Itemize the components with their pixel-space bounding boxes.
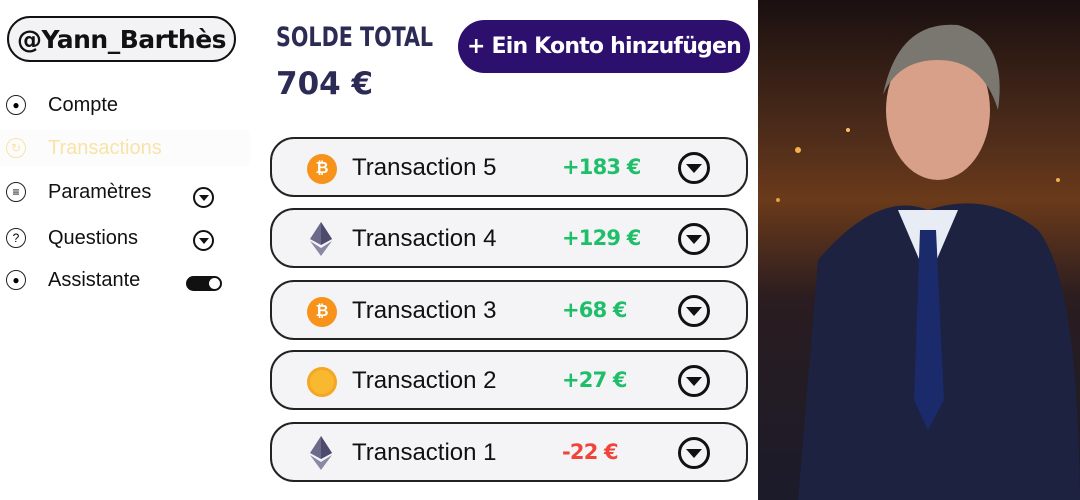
bitcoin-icon: ₿ <box>307 154 337 184</box>
expand-chevron-icon[interactable] <box>678 152 710 184</box>
sidebar-item-questions[interactable]: ? Questions <box>0 220 250 256</box>
transaction-amount: +183 € <box>562 155 641 179</box>
transaction-name: Transaction 5 <box>352 154 497 181</box>
user-handle: @Yann_Barthès <box>7 16 236 62</box>
presenter-photo <box>758 0 1080 500</box>
ethereum-icon <box>310 222 332 256</box>
sidebar-item-assistante[interactable]: ● Assistante <box>0 262 250 298</box>
sidebar-item-transactions[interactable]: ↻ Transactions <box>0 130 250 166</box>
transaction-name: Transaction 2 <box>352 367 497 394</box>
add-account-button[interactable]: + Ein Konto hinzufügen <box>458 20 750 73</box>
transaction-amount: +27 € <box>562 368 628 392</box>
transaction-name: Transaction 4 <box>352 225 497 252</box>
sidebar-item-label: Questions <box>48 226 139 249</box>
bitcoin-icon: ₿ <box>307 297 337 327</box>
page-title: SOLDE TOTAL <box>276 22 434 53</box>
assistant-toggle[interactable] <box>186 276 222 291</box>
ethereum-icon <box>310 436 332 470</box>
transaction-amount: -22 € <box>562 440 619 464</box>
chevron-down-icon[interactable] <box>193 187 214 208</box>
sidebar-item-label: Assistante <box>48 268 141 291</box>
transaction-row[interactable]: Transaction 1 -22 € <box>270 422 748 482</box>
transaction-row[interactable]: ₿ Transaction 3 +68 € <box>270 280 748 340</box>
sidebar-item-parametres[interactable]: ≡ Paramètres <box>0 174 250 210</box>
total-balance: 704 € <box>276 66 374 102</box>
transaction-amount: +129 € <box>562 226 641 250</box>
transaction-amount: +68 € <box>562 298 628 322</box>
question-icon: ? <box>6 228 26 248</box>
transaction-name: Transaction 1 <box>352 439 497 466</box>
sidebar-item-compte[interactable]: ● Compte <box>0 87 250 123</box>
sidebar-item-label: Paramètres <box>48 180 152 203</box>
chevron-down-icon[interactable] <box>193 230 214 251</box>
gold-coin-icon <box>307 367 337 397</box>
expand-chevron-icon[interactable] <box>678 295 710 327</box>
sidebar-item-label: Compte <box>48 93 119 116</box>
user-icon: ● <box>6 95 26 115</box>
transaction-row[interactable]: ₿ Transaction 5 +183 € <box>270 137 748 197</box>
refresh-icon: ↻ <box>6 138 26 158</box>
sliders-icon: ≡ <box>6 182 26 202</box>
sidebar-item-label: Transactions <box>48 136 162 159</box>
transaction-name: Transaction 3 <box>352 297 497 324</box>
expand-chevron-icon[interactable] <box>678 223 710 255</box>
transaction-row[interactable]: Transaction 4 +129 € <box>270 208 748 268</box>
transaction-row[interactable]: Transaction 2 +27 € <box>270 350 748 410</box>
expand-chevron-icon[interactable] <box>678 437 710 469</box>
assistant-icon: ● <box>6 270 26 290</box>
expand-chevron-icon[interactable] <box>678 365 710 397</box>
